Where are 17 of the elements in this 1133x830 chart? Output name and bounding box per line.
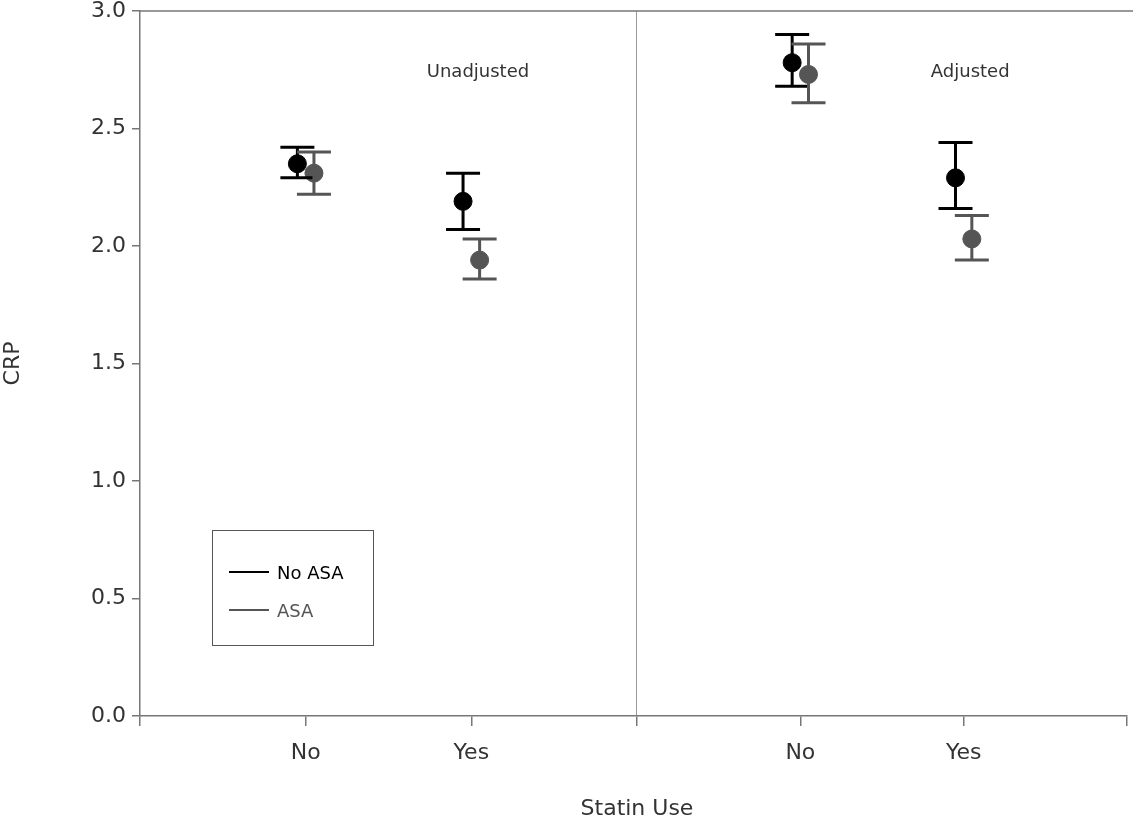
y-tick-label: 0.5 — [91, 584, 126, 610]
annotation: Unadjusted — [426, 59, 530, 81]
y-tick-label: 2.5 — [91, 114, 126, 140]
x-tick-label: No — [290, 738, 321, 764]
x-axis-title: Statin Use — [579, 795, 695, 820]
annotation: Adjusted — [930, 59, 1010, 81]
y-tick-label: 1.5 — [91, 349, 126, 375]
legend-label: ASA — [277, 599, 314, 621]
y-tick-label: 1.0 — [91, 466, 126, 492]
y-tick-label: 3.0 — [91, 0, 126, 22]
x-tick-label: Yes — [452, 738, 490, 764]
y-axis-title: CRP — [0, 341, 24, 386]
y-tick-label: 0.0 — [91, 701, 126, 727]
y-tick-label: 2.0 — [91, 231, 126, 257]
x-tick-label: Yes — [944, 738, 982, 764]
x-tick-label: No — [785, 738, 816, 764]
legend-label: No ASA — [277, 561, 344, 583]
